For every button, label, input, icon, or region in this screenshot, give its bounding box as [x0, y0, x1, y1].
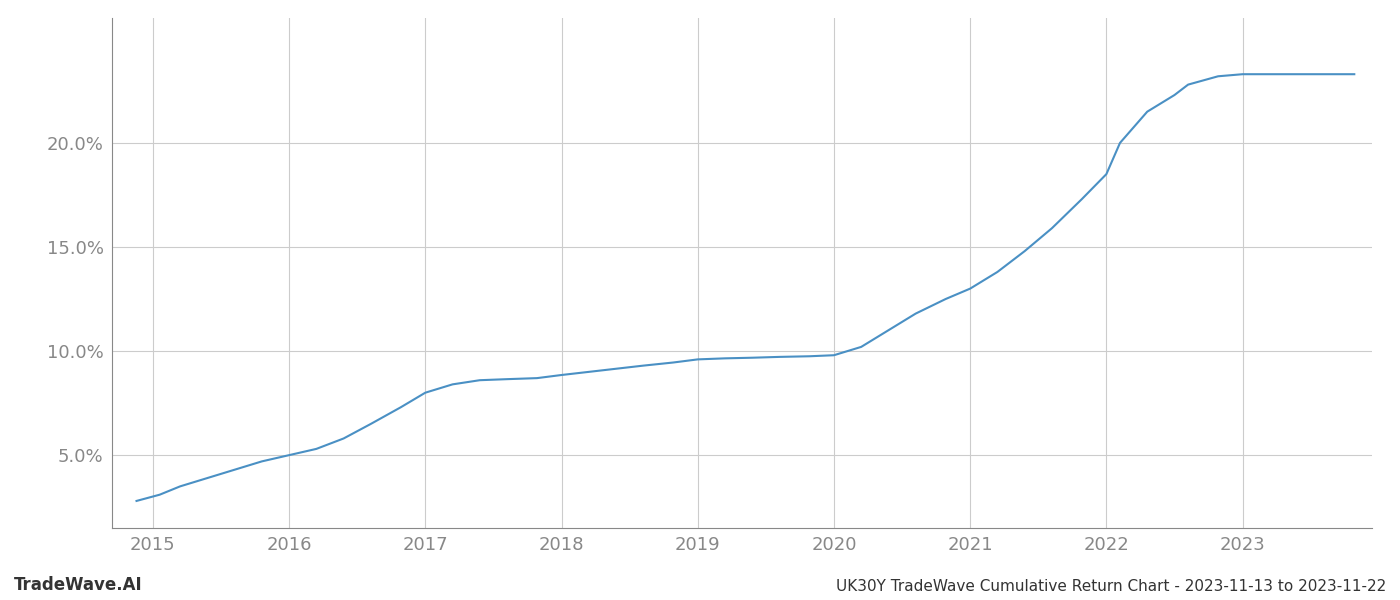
Text: UK30Y TradeWave Cumulative Return Chart - 2023-11-13 to 2023-11-22: UK30Y TradeWave Cumulative Return Chart … — [836, 579, 1386, 594]
Text: TradeWave.AI: TradeWave.AI — [14, 576, 143, 594]
